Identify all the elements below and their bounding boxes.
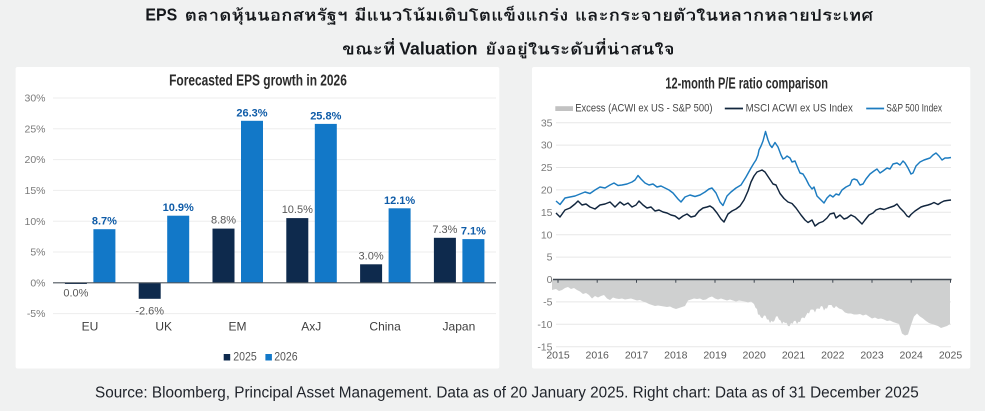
svg-text:0%: 0% bbox=[30, 277, 45, 289]
svg-text:8.8%: 8.8% bbox=[211, 215, 236, 227]
svg-text:2025: 2025 bbox=[939, 350, 963, 362]
svg-text:25.8%: 25.8% bbox=[310, 110, 341, 122]
svg-text:10%: 10% bbox=[24, 216, 45, 228]
svg-text:Source: Bloomberg, Principal A: Source: Bloomberg, Principal Asset Manag… bbox=[95, 384, 919, 401]
svg-text:20%: 20% bbox=[24, 154, 45, 166]
svg-text:Valuation: Valuation bbox=[399, 39, 477, 59]
svg-text:-2.6%: -2.6% bbox=[135, 305, 164, 317]
svg-text:2025: 2025 bbox=[233, 349, 257, 363]
svg-text:5: 5 bbox=[547, 252, 553, 264]
svg-text:30: 30 bbox=[541, 140, 553, 152]
svg-text:10.9%: 10.9% bbox=[163, 202, 194, 214]
svg-text:26.3%: 26.3% bbox=[236, 107, 267, 119]
svg-text:2018: 2018 bbox=[664, 350, 688, 362]
svg-text:10: 10 bbox=[541, 229, 553, 241]
svg-text:5%: 5% bbox=[30, 247, 45, 259]
svg-text:MSCI ACWI ex US Index: MSCI ACWI ex US Index bbox=[746, 103, 854, 115]
svg-text:7.3%: 7.3% bbox=[432, 224, 457, 236]
svg-text:-5: -5 bbox=[543, 297, 552, 309]
svg-text:-15: -15 bbox=[537, 341, 552, 353]
svg-text:EM: EM bbox=[229, 320, 247, 334]
svg-text:35: 35 bbox=[541, 117, 553, 129]
svg-text:2020: 2020 bbox=[743, 350, 767, 362]
svg-text:-5%: -5% bbox=[27, 308, 46, 320]
svg-text:2019: 2019 bbox=[703, 350, 727, 362]
svg-text:15%: 15% bbox=[24, 185, 45, 197]
svg-text:2024: 2024 bbox=[900, 350, 924, 362]
svg-text:UK: UK bbox=[155, 320, 172, 334]
svg-text:0: 0 bbox=[547, 274, 553, 286]
svg-text:2015: 2015 bbox=[546, 350, 570, 362]
svg-text:25%: 25% bbox=[24, 123, 45, 135]
svg-text:0.0%: 0.0% bbox=[63, 288, 88, 300]
svg-text:AxJ: AxJ bbox=[301, 320, 321, 334]
svg-text:12-month P/E ratio comparison: 12-month P/E ratio comparison bbox=[665, 75, 828, 92]
svg-text:20: 20 bbox=[541, 185, 553, 197]
svg-text:2017: 2017 bbox=[625, 350, 649, 362]
svg-text:Forecasted EPS growth in 2026: Forecasted EPS growth in 2026 bbox=[169, 72, 347, 89]
svg-text:-10: -10 bbox=[537, 319, 552, 331]
svg-text:3.0%: 3.0% bbox=[359, 250, 384, 262]
svg-text:2021: 2021 bbox=[782, 350, 806, 362]
svg-text:EU: EU bbox=[82, 320, 99, 334]
svg-text:15: 15 bbox=[541, 207, 553, 219]
svg-text:2026: 2026 bbox=[274, 349, 298, 363]
svg-text:China: China bbox=[369, 320, 401, 334]
svg-text:7.1%: 7.1% bbox=[461, 226, 486, 238]
svg-text:25: 25 bbox=[541, 162, 553, 174]
svg-text:2023: 2023 bbox=[860, 350, 884, 362]
svg-text:Japan: Japan bbox=[443, 320, 476, 334]
svg-text:EPS: EPS bbox=[145, 5, 177, 25]
svg-text:2022: 2022 bbox=[821, 350, 845, 362]
svg-text:10.5%: 10.5% bbox=[282, 204, 313, 216]
svg-text:S&P 500 Index: S&P 500 Index bbox=[886, 103, 942, 115]
svg-text:30%: 30% bbox=[24, 93, 45, 105]
svg-text:2016: 2016 bbox=[586, 350, 610, 362]
svg-text:12.1%: 12.1% bbox=[384, 195, 415, 207]
svg-text:Excess (ACWI ex US - S&P 500): Excess (ACWI ex US - S&P 500) bbox=[575, 103, 712, 115]
svg-text:8.7%: 8.7% bbox=[92, 216, 117, 228]
